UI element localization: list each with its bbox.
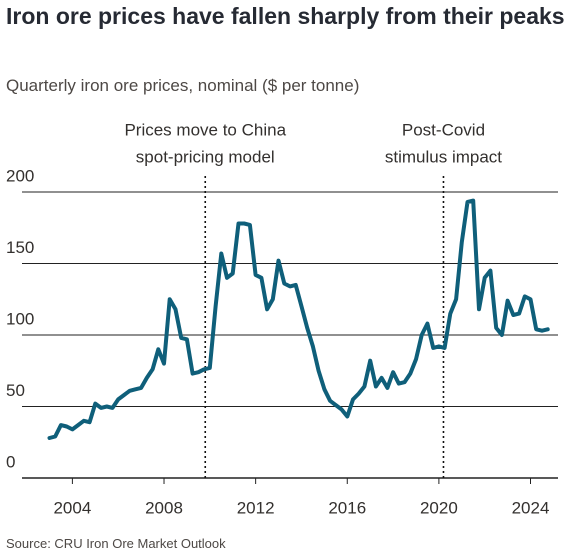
x-tick-label: 2012 bbox=[237, 498, 275, 517]
annotation-text: stimulus impact bbox=[385, 147, 502, 166]
chart-title: Iron ore prices have fallen sharply from… bbox=[6, 3, 565, 29]
y-tick-label: 0 bbox=[6, 452, 15, 471]
y-tick-label: 50 bbox=[6, 381, 25, 400]
annotation-text: Post-Covid bbox=[402, 120, 485, 139]
y-tick-label: 100 bbox=[6, 309, 34, 328]
x-tick-label: 2004 bbox=[53, 498, 91, 517]
y-tick-label: 150 bbox=[6, 238, 34, 257]
chart-subtitle: Quarterly iron ore prices, nominal ($ pe… bbox=[6, 76, 360, 95]
x-tick-label: 2008 bbox=[145, 498, 183, 517]
annotation-text: spot-pricing model bbox=[136, 147, 275, 166]
annotation-text: Prices move to China bbox=[124, 120, 286, 139]
x-tick-label: 2024 bbox=[512, 498, 550, 517]
data-line bbox=[47, 198, 550, 440]
x-tick-label: 2016 bbox=[328, 498, 366, 517]
y-tick-label: 200 bbox=[6, 166, 34, 185]
source-note: Source: CRU Iron Ore Market Outlook bbox=[6, 536, 226, 551]
x-tick-label: 2020 bbox=[420, 498, 458, 517]
